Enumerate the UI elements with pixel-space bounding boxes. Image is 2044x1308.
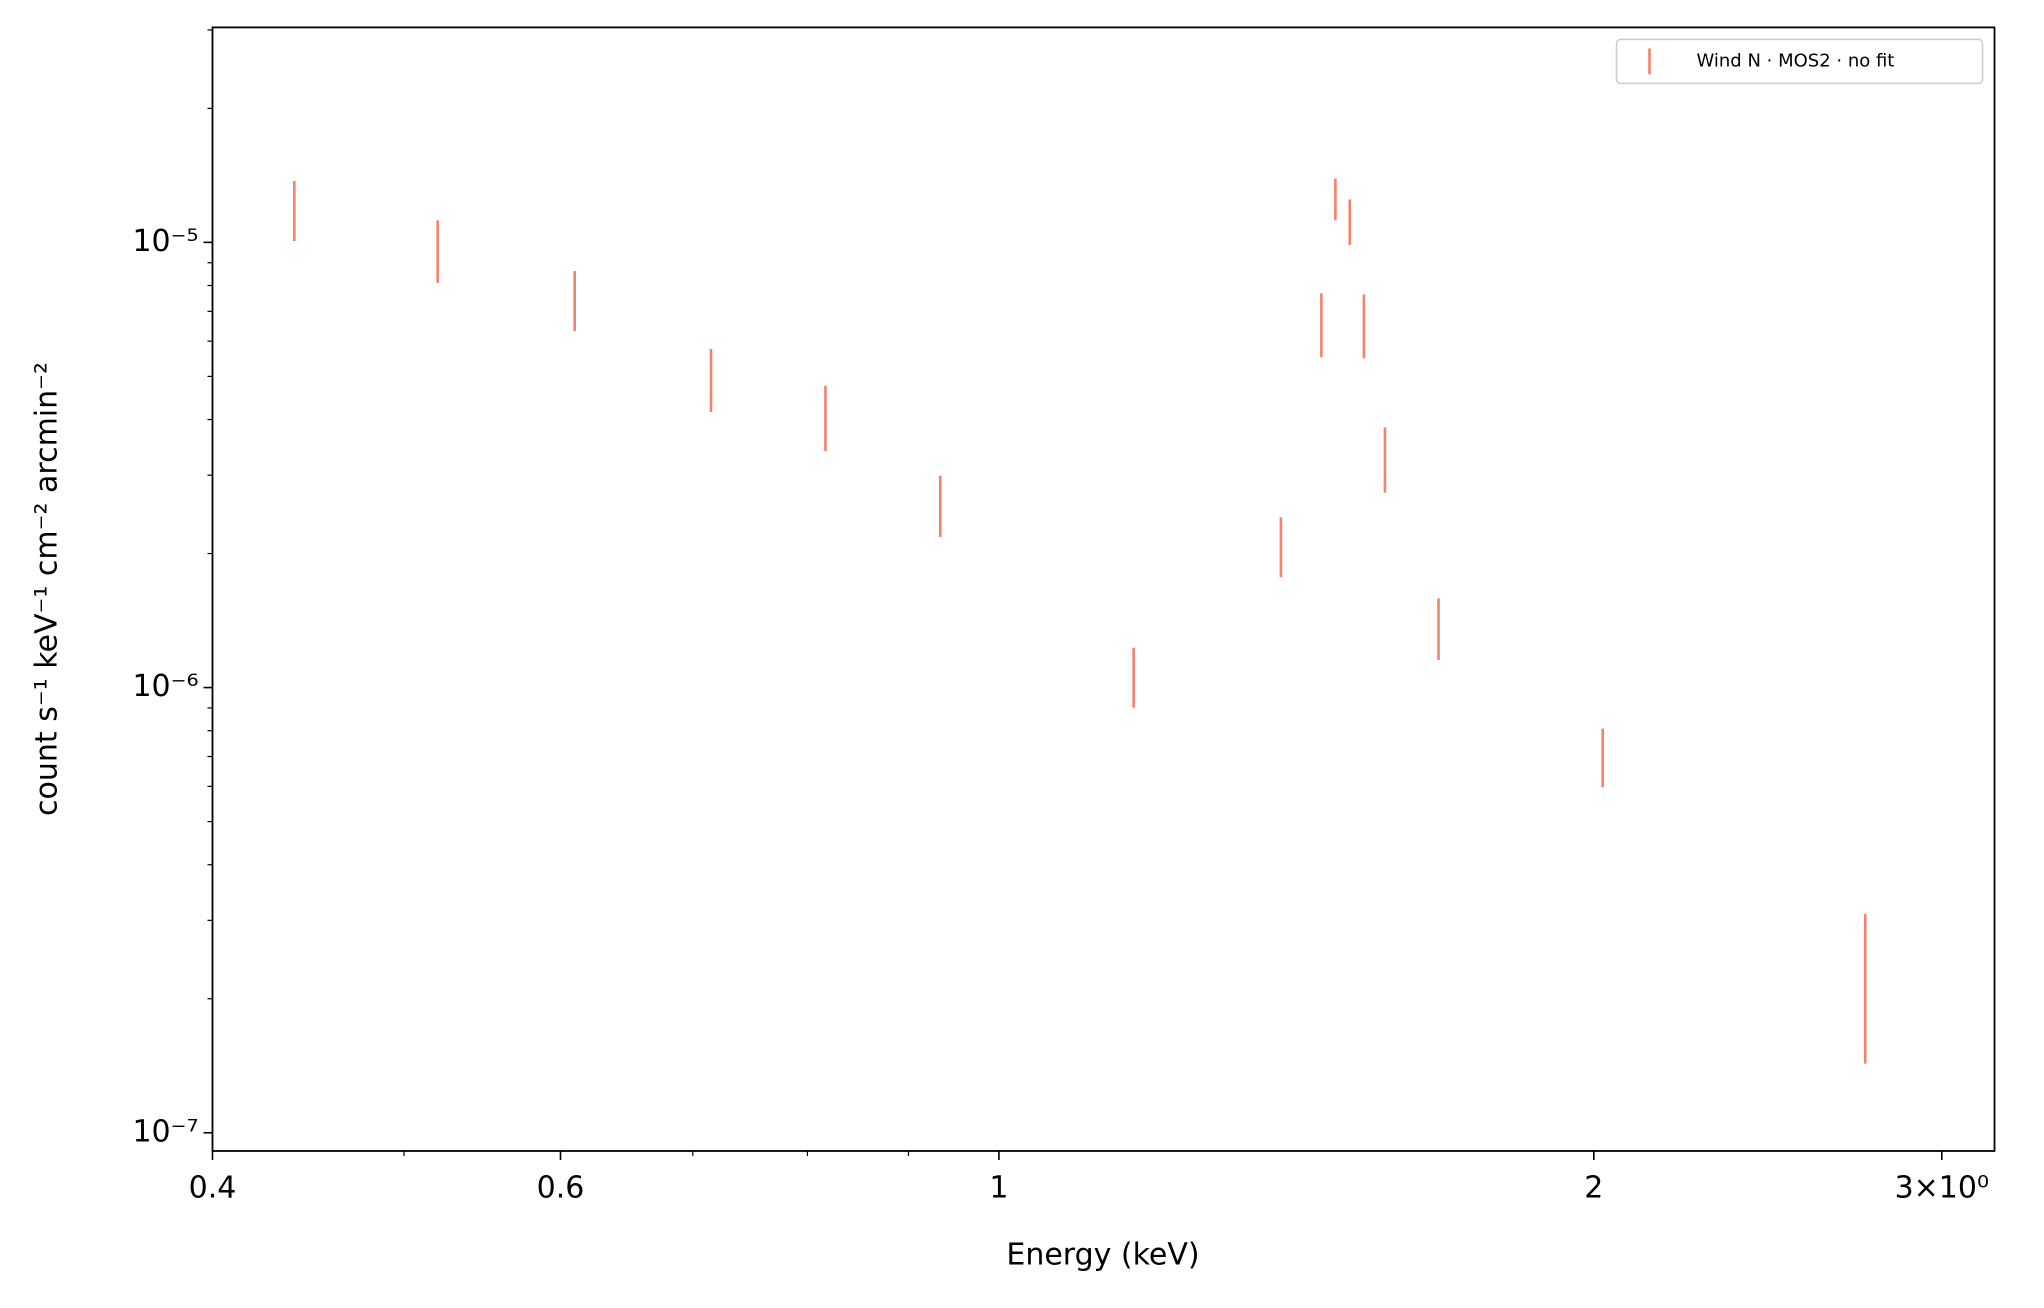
x-tick-label: 1: [989, 1171, 1008, 1206]
y-tick-label: 10⁻⁷: [132, 1114, 198, 1149]
y-axis-label: count s⁻¹ keV⁻¹ cm⁻² arcmin⁻²: [30, 362, 65, 816]
legend-box: [1615, 38, 1984, 85]
x-tick-label: 0.6: [537, 1171, 585, 1206]
y-tick-label: 10⁻⁶: [132, 669, 198, 704]
y-tick-label: 10⁻⁵: [132, 224, 198, 259]
x-tick-label: 2: [1584, 1171, 1603, 1206]
x-axis-label: Energy (keV): [1006, 1238, 1199, 1273]
x-tick-label: 3×10⁰: [1895, 1171, 1989, 1206]
legend-label: Wind N · MOS2 · no fit: [1697, 50, 1895, 71]
plot-frame: [211, 26, 1996, 1152]
x-tick-label: 0.4: [189, 1171, 237, 1206]
